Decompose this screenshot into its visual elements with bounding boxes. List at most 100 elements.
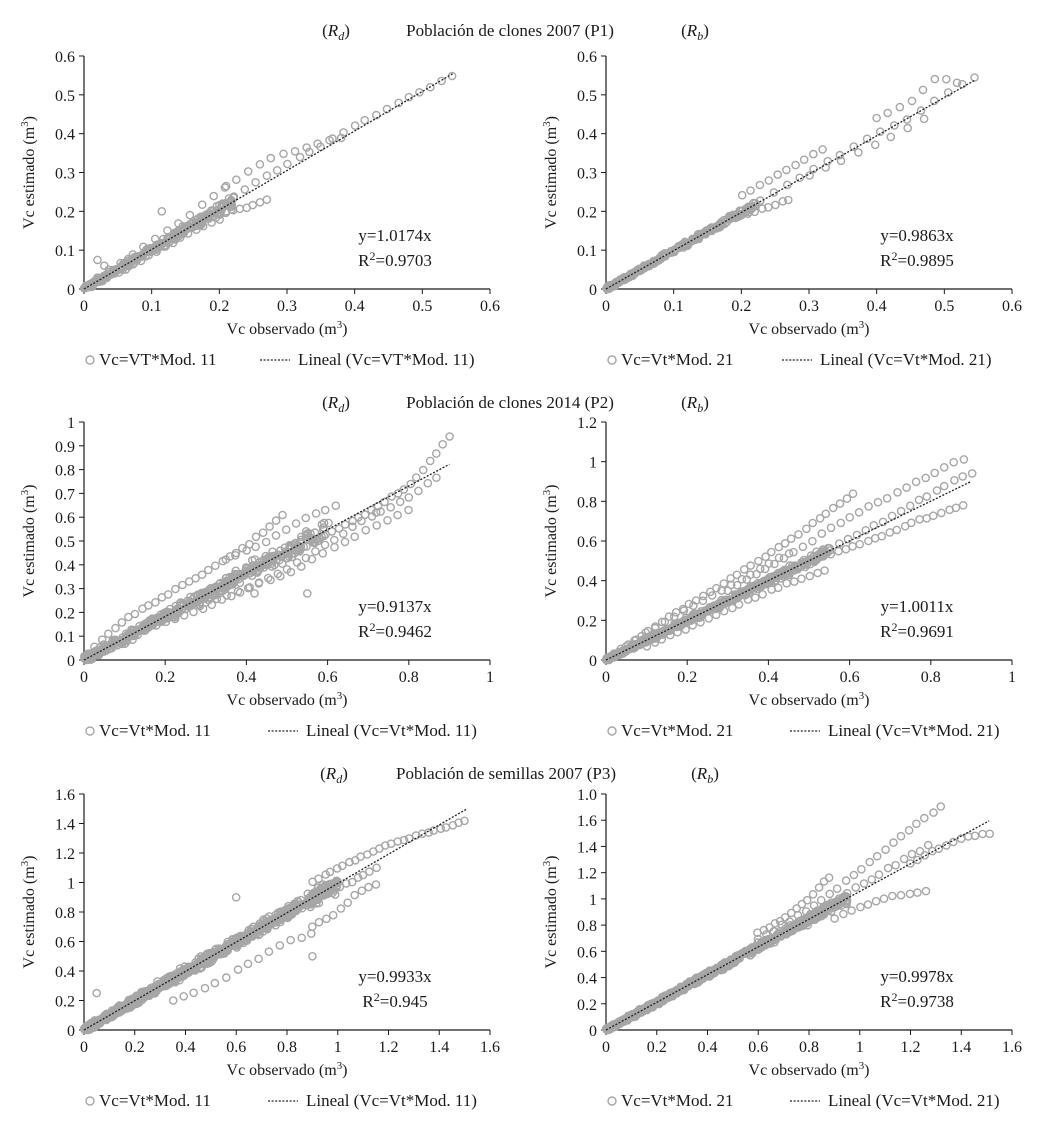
- x-axis-title-end: ): [342, 321, 347, 338]
- model-tag-subscript: d: [336, 772, 343, 786]
- data-point: [334, 524, 344, 533]
- data-point: [918, 85, 928, 95]
- data-point: [151, 598, 160, 607]
- data-point: [97, 274, 106, 283]
- data-point: [661, 249, 671, 259]
- x-tick-label: 0.2: [155, 669, 175, 686]
- y-axis-title: Vc estimado (m3): [541, 485, 560, 598]
- data-point: [907, 518, 916, 528]
- data-point: [841, 876, 851, 885]
- data-point: [758, 590, 767, 599]
- data-point: [147, 614, 157, 623]
- legend-series-label: Vc=Vt*Mod. 21: [621, 350, 734, 369]
- data-point: [904, 826, 914, 835]
- model-tag-paren: ): [703, 393, 709, 412]
- data-point: [170, 614, 180, 624]
- legend-series-label: Vc=Vt*Mod. 21: [621, 1091, 734, 1110]
- legend: Vc=Vt*Mod. 11 Lineal (Vc=Vt*Mod. 11): [85, 721, 477, 740]
- data-point: [240, 185, 250, 194]
- data-point: [221, 555, 231, 564]
- x-axis-title-superscript: 3: [859, 319, 865, 331]
- data-point: [227, 591, 236, 601]
- scatter-panel-6: 0 0.2 0.4 0.6 0.8 1 1.2 1.4 1.6 1.0 0 0.2 0.4 0.6 0.8 1…: [541, 787, 1022, 1110]
- y-axis-title-text: Vc estimado (m: [21, 866, 38, 969]
- data-point: [250, 589, 259, 598]
- x-tick-label: 0.3: [799, 298, 819, 315]
- data-point: [243, 583, 253, 593]
- data-point: [949, 457, 959, 467]
- r-squared: R2=0.9462: [358, 620, 432, 641]
- data-point: [191, 225, 201, 234]
- y-axis-title-end: ): [543, 856, 560, 861]
- data-point: [296, 532, 306, 542]
- data-point: [820, 566, 829, 575]
- legend-trend-label: Lineal (Vc=Vt*Mod. 21): [828, 721, 1000, 740]
- model-tag: (Rb): [681, 393, 709, 415]
- data-point: [205, 585, 215, 595]
- y-tick-label: 0.1: [577, 243, 597, 260]
- data-point: [189, 607, 198, 617]
- data-point: [162, 234, 172, 244]
- x-axis-title: Vc observado (m3): [749, 319, 870, 338]
- r-squared: R2=0.9691: [880, 620, 954, 641]
- data-point: [930, 96, 939, 106]
- r-squared-value: =0.9462: [376, 622, 432, 641]
- data-point: [681, 625, 690, 634]
- data-point: [798, 542, 808, 552]
- data-point: [821, 509, 831, 519]
- data-point: [693, 233, 702, 243]
- data-point: [138, 242, 148, 252]
- data-point: [970, 73, 979, 82]
- data-point: [756, 196, 765, 205]
- y-tick-label: 0.6: [55, 935, 75, 952]
- x-tick-label: 0.6: [1002, 298, 1022, 315]
- data-point: [727, 213, 736, 223]
- data-point: [425, 82, 435, 92]
- data-point: [717, 218, 727, 227]
- data-point: [871, 896, 881, 906]
- data-point: [648, 257, 658, 267]
- data-point: [278, 510, 287, 520]
- data-point: [291, 519, 301, 528]
- data-point: [892, 525, 902, 535]
- data-point: [799, 155, 809, 164]
- data-point: [773, 583, 783, 593]
- data-point: [350, 890, 360, 900]
- data-point: [297, 933, 307, 943]
- data-point: [292, 558, 302, 567]
- data-point: [916, 106, 926, 115]
- x-tick-label: 0.4: [867, 298, 887, 315]
- x-axis-title: Vc observado (m3): [227, 319, 348, 338]
- data-point: [937, 508, 946, 518]
- data-point: [936, 802, 946, 811]
- data-point: [231, 551, 240, 560]
- data-point: [320, 540, 330, 550]
- x-tick-label: 0: [602, 1039, 610, 1056]
- x-tick-label: 0.6: [748, 1039, 768, 1056]
- r-squared-value: =0.9703: [376, 251, 432, 270]
- legend-marker: [607, 355, 617, 365]
- y-tick-label: 0.2: [577, 613, 597, 630]
- legend: Vc=VT*Mod. 11 Lineal (Vc=VT*Mod. 11): [85, 350, 475, 369]
- data-point: [328, 910, 338, 920]
- data-point: [802, 895, 812, 905]
- data-point: [210, 561, 220, 571]
- data-point: [128, 250, 138, 259]
- data-point: [151, 621, 161, 630]
- data-point: [715, 219, 725, 229]
- y-tick-label: 0: [67, 653, 75, 670]
- data-point: [197, 200, 207, 209]
- data-point: [350, 121, 360, 130]
- data-point: [348, 522, 357, 532]
- data-point: [913, 888, 922, 897]
- data-point: [325, 135, 334, 145]
- data-point: [771, 200, 780, 210]
- data-point: [669, 612, 679, 622]
- legend-marker: [607, 1096, 617, 1106]
- data-point: [266, 575, 275, 585]
- data-point: [808, 536, 817, 546]
- y-axis-title-superscript: 3: [19, 121, 31, 127]
- data-point: [784, 549, 794, 558]
- r-squared: R2=0.9895: [880, 249, 954, 270]
